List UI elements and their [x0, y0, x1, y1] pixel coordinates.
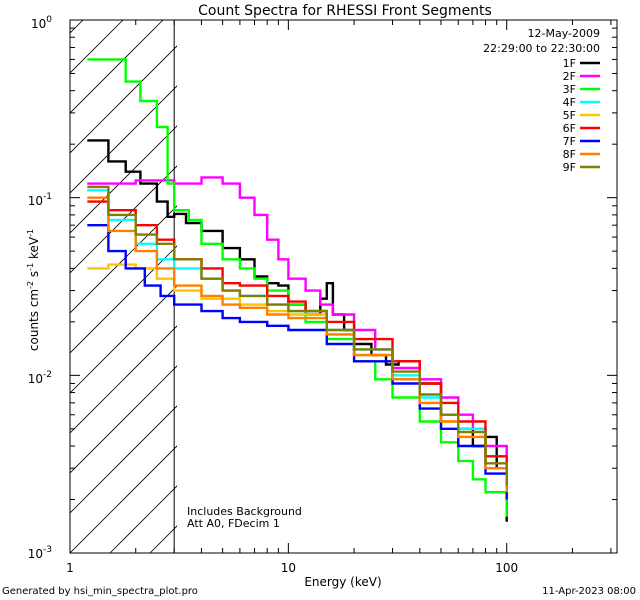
legend-label-1F: 1F [563, 57, 576, 70]
time-range-label: 22:29:00 to 22:30:00 [483, 42, 600, 55]
legend-label-3F: 3F [563, 83, 576, 96]
y-tick-label: 10-2 [28, 370, 52, 386]
series-line-5F [87, 263, 508, 493]
y-tick-label: 100 [31, 15, 52, 31]
legend-label-4F: 4F [563, 96, 576, 109]
y-tick-label: 10-1 [28, 192, 52, 208]
timestamp-label: 11-Apr-2023 08:00 [542, 586, 636, 597]
background-note: Includes Background [187, 505, 302, 518]
series-line-3F [87, 58, 508, 517]
series-line-8F [87, 196, 508, 493]
hatch-line [70, 205, 177, 314]
series-layer [87, 58, 508, 522]
attenuator-note: Att A0, FDecim 1 [187, 517, 280, 530]
excluded-energy-hatch [0, 13, 177, 553]
legend-label-7F: 7F [563, 135, 576, 148]
series-line-9F [87, 185, 508, 486]
hatch-line [70, 365, 177, 474]
generated-by-label: Generated by hsi_min_spectra_plot.pro [2, 586, 198, 597]
series-line-2F [87, 176, 508, 477]
y-axis-label: counts cm-2 s-1 keV-1 [26, 229, 41, 351]
x-tick-label: 10 [281, 561, 296, 575]
date-label: 12-May-2009 [528, 27, 600, 40]
legend-label-5F: 5F [563, 109, 576, 122]
hatch-line [70, 445, 177, 553]
legend-label-8F: 8F [563, 148, 576, 161]
legend-label-6F: 6F [563, 122, 576, 135]
x-tick-label: 100 [495, 561, 518, 575]
legend-label-9F: 9F [563, 161, 576, 174]
hatch-line [70, 20, 164, 114]
hatch-line [70, 405, 177, 514]
series-line-7F [87, 224, 508, 500]
hatch-line [109, 485, 177, 553]
hatch-line [70, 45, 177, 154]
legend-label-2F: 2F [563, 70, 576, 83]
axis-ticks [69, 19, 617, 554]
x-tick-label: 1 [66, 561, 74, 575]
hatch-line [70, 325, 177, 434]
hatch-line [70, 85, 177, 194]
hatch-line [70, 165, 177, 274]
plot-frame [69, 19, 618, 554]
hatch-line [0, 13, 50, 553]
hatch-line [70, 20, 84, 34]
hatch-line [70, 245, 177, 354]
chart-title: Count Spectra for RHESSI Front Segments [198, 3, 492, 19]
x-axis-label: Energy (keV) [304, 575, 381, 589]
y-tick-label: 10-3 [28, 545, 52, 561]
